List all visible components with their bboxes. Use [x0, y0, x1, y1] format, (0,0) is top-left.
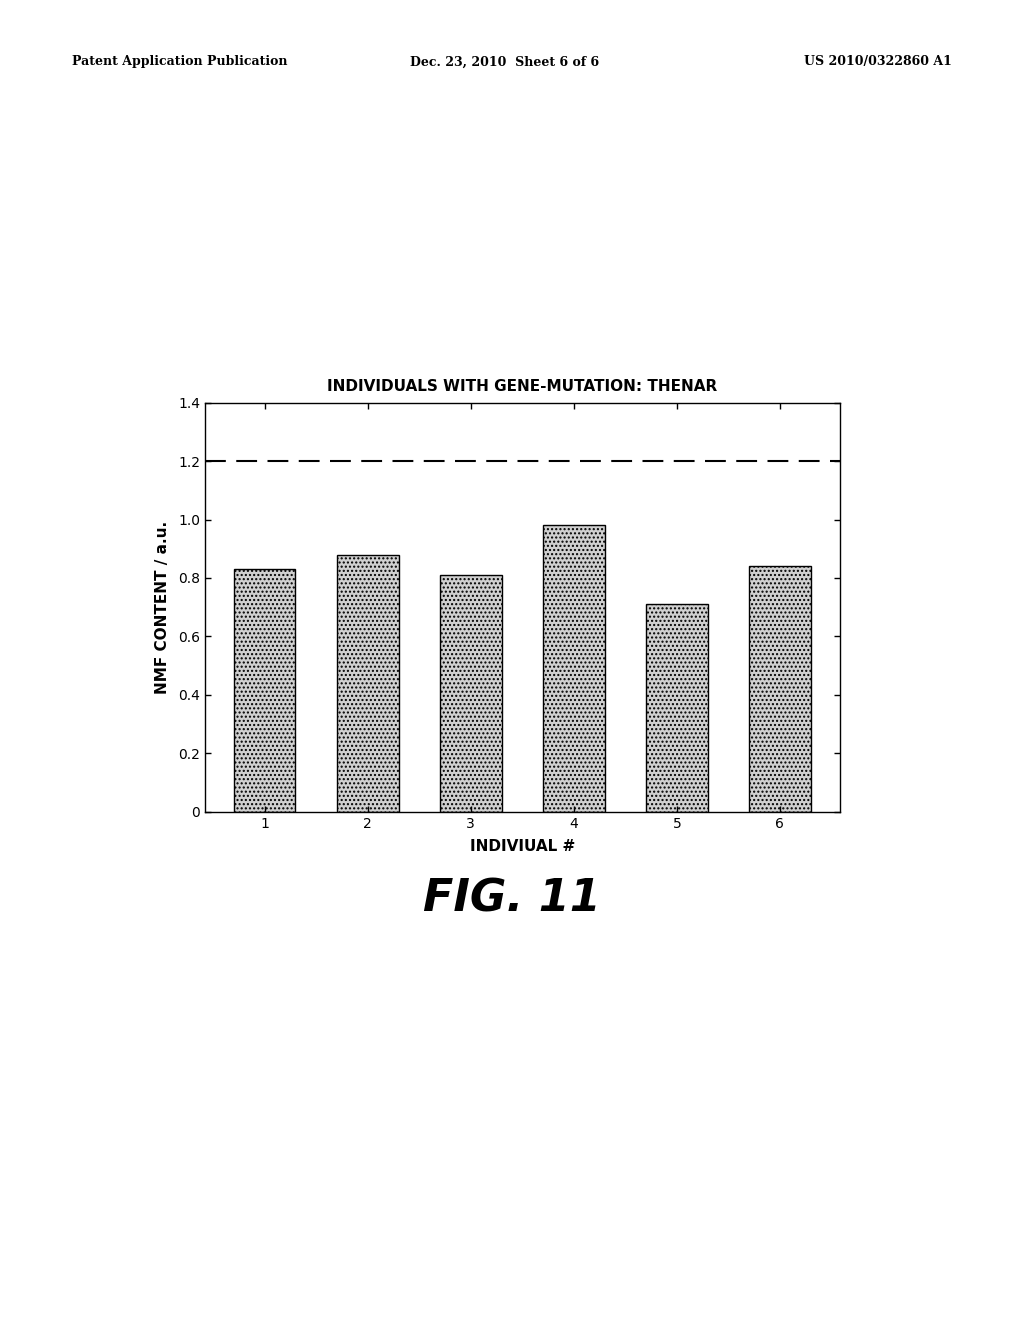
- Text: Dec. 23, 2010  Sheet 6 of 6: Dec. 23, 2010 Sheet 6 of 6: [410, 55, 599, 69]
- Bar: [749, 566, 811, 812]
- Bar: [543, 525, 605, 812]
- Y-axis label: NMF CONTENT / a.u.: NMF CONTENT / a.u.: [155, 520, 170, 694]
- X-axis label: INDIVIUAL #: INDIVIUAL #: [470, 840, 574, 854]
- Bar: [646, 605, 708, 812]
- Bar: [233, 569, 296, 812]
- Bar: [439, 576, 502, 812]
- Text: Patent Application Publication: Patent Application Publication: [72, 55, 287, 69]
- Title: INDIVIDUALS WITH GENE-MUTATION: THENAR: INDIVIDUALS WITH GENE-MUTATION: THENAR: [327, 379, 718, 395]
- Text: US 2010/0322860 A1: US 2010/0322860 A1: [805, 55, 952, 69]
- Text: FIG. 11: FIG. 11: [423, 878, 601, 921]
- Bar: [337, 554, 398, 812]
